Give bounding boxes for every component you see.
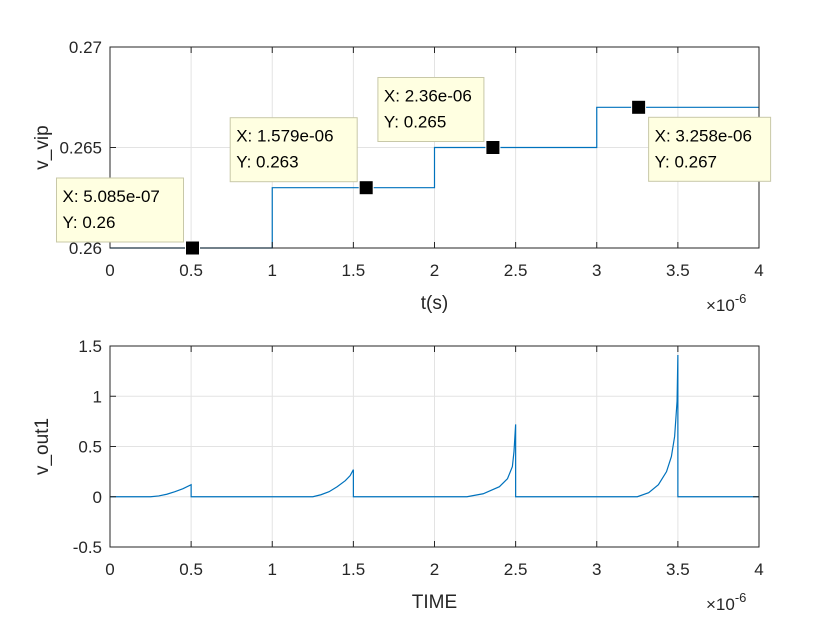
datatip[interactable]: X: 3.258e-06 Y: 0.267: [631, 99, 772, 182]
datatip-marker[interactable]: [185, 240, 201, 256]
datatip-y-text: Y: 0.265: [384, 113, 446, 132]
datatip[interactable]: X: 1.579e-06 Y: 0.263: [229, 117, 374, 196]
datatip-x-text: X: 2.36e-06: [384, 87, 472, 106]
x-tick-label: 1: [268, 261, 277, 280]
datatip-marker[interactable]: [485, 140, 501, 155]
y-tick-label: 1.5: [78, 337, 102, 356]
x-exponent-label: ×10-6: [706, 291, 746, 315]
datatip-x-text: X: 3.258e-06: [655, 126, 752, 145]
datatip-box: [377, 77, 485, 142]
x-tick-label: 1: [268, 560, 277, 579]
x-tick-label: 2: [430, 560, 439, 579]
datatip-y-text: Y: 0.26: [63, 213, 116, 232]
x-tick-label: 0.5: [179, 560, 203, 579]
y-axis-label: v_vip: [32, 125, 53, 169]
datatip-box: [229, 117, 358, 183]
datatip-box: [56, 177, 185, 243]
x-tick-label: 3.5: [666, 560, 690, 579]
y-tick-label: 0.5: [78, 438, 102, 457]
datatip-marker[interactable]: [358, 180, 374, 196]
x-tick-label: 2.5: [504, 261, 528, 280]
datatip-box: [648, 116, 772, 182]
x-axis-label: TIME: [412, 592, 457, 613]
datatip-y-text: Y: 0.267: [655, 152, 717, 171]
datatip-marker[interactable]: [631, 99, 647, 115]
x-tick-label: 0: [105, 560, 114, 579]
y-tick-label: -0.5: [73, 538, 102, 557]
x-tick-label: 1.5: [342, 261, 366, 280]
x-tick-label: 3: [592, 261, 601, 280]
x-tick-label: 4: [754, 560, 763, 579]
series-line: [110, 355, 759, 498]
top-axes: 0 0.5 1 1.5 2 2.5 3 3.5 4 0.26 0.265 0.27 ×10-6 t(s) v…: [32, 38, 772, 315]
x-tick-label: 1.5: [342, 560, 366, 579]
x-tick-label: 4: [754, 261, 763, 280]
y-tick-label: 0.265: [59, 139, 102, 158]
datatip-x-text: X: 1.579e-06: [236, 127, 333, 146]
x-exponent-label: ×10-6: [706, 590, 746, 614]
datatip[interactable]: X: 2.36e-06 Y: 0.265: [377, 77, 501, 155]
series-line: [110, 106, 759, 249]
datatip-x-text: X: 5.085e-07: [63, 187, 160, 206]
datatip-y-text: Y: 0.263: [236, 153, 298, 172]
x-tick-label: 3.5: [666, 261, 690, 280]
x-tick-label: 3: [592, 560, 601, 579]
x-axis-label: t(s): [421, 293, 448, 314]
y-tick-label: 0: [93, 488, 102, 507]
y-axis-label: v_out1: [32, 418, 53, 475]
x-tick-label: 2: [430, 261, 439, 280]
x-tick-label: 0: [105, 261, 114, 280]
y-tick-label: 1: [93, 387, 102, 406]
x-tick-label: 2.5: [504, 560, 528, 579]
x-tick-label: 0.5: [179, 261, 203, 280]
y-tick-label: 0.27: [69, 38, 102, 57]
datatip[interactable]: X: 5.085e-07 Y: 0.26: [56, 177, 201, 256]
bottom-axes: 0 0.5 1 1.5 2 2.5 3 3.5 4-0.500.511.5×10-6TIMEv_…: [32, 337, 764, 614]
y-tick-label: 0.26: [69, 239, 102, 258]
